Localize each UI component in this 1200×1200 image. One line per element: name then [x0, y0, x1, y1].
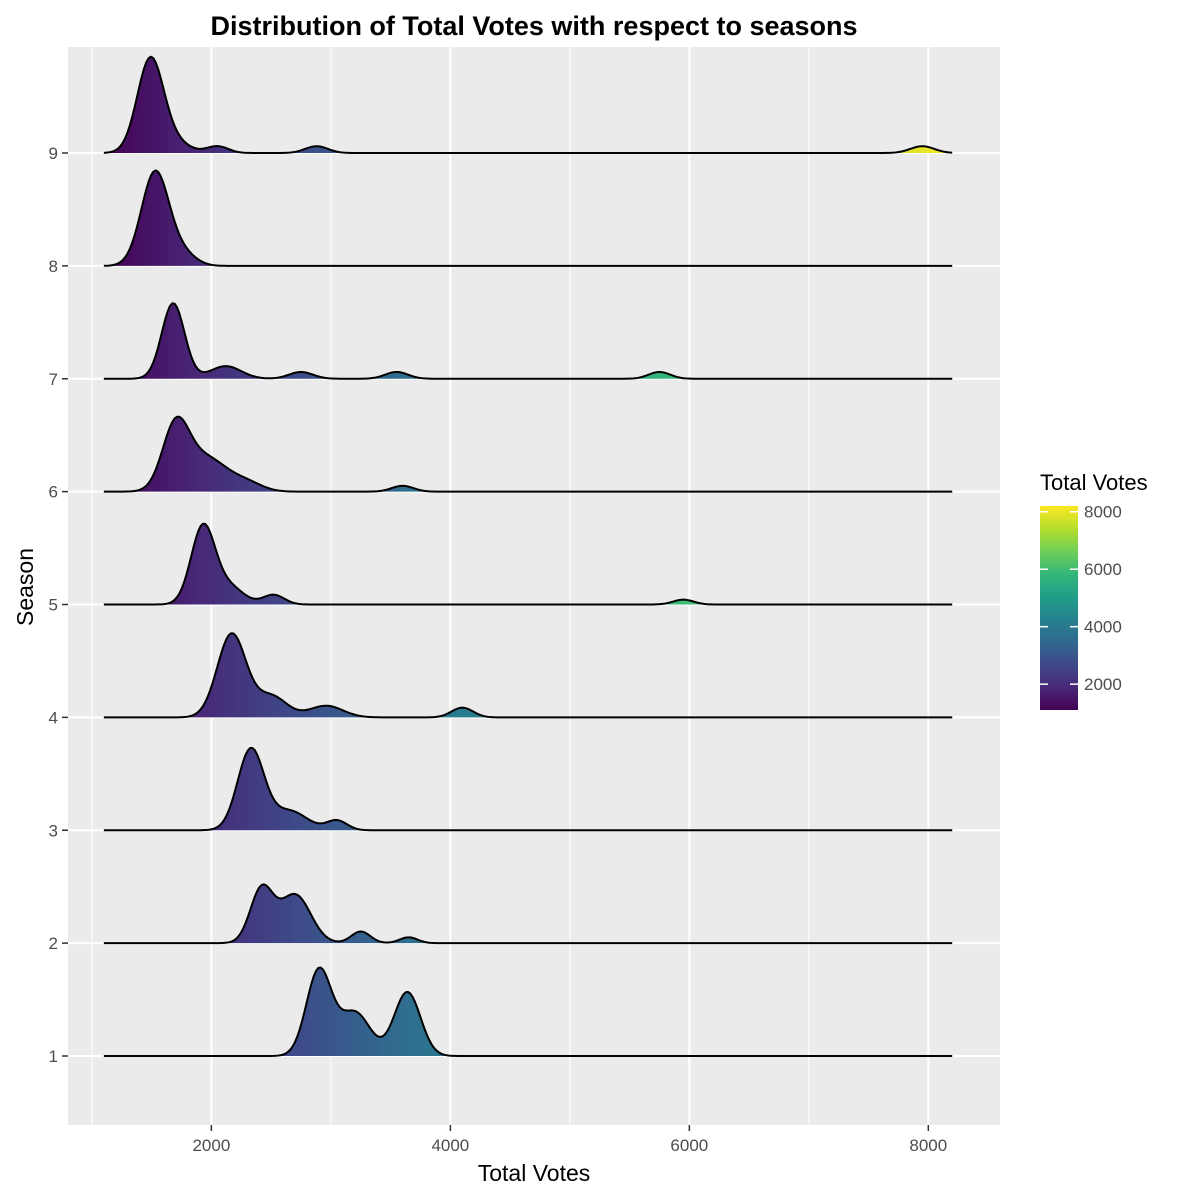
y-tick-label: 7 [49, 370, 58, 389]
y-tick-label: 2 [49, 934, 58, 953]
x-tick-label: 8000 [909, 1136, 947, 1155]
legend-tick-label: 2000 [1084, 675, 1122, 694]
density-ridges [103, 55, 953, 1057]
ridge-season-1-fill [103, 967, 953, 1056]
legend-tick-label: 6000 [1084, 560, 1122, 579]
y-tick-label: 5 [49, 596, 58, 615]
ridge-season-7-fill [103, 303, 953, 379]
x-axis-title: Total Votes [478, 1160, 591, 1186]
ridge-season-5-fill [103, 523, 953, 605]
y-tick-label: 9 [49, 144, 58, 163]
ridge-season-8-fill [103, 170, 953, 266]
ridge-season-9-line [103, 55, 953, 154]
y-axis: 1 2 3 4 5 6 7 8 9 [49, 144, 68, 1066]
x-tick-label: 6000 [670, 1136, 708, 1155]
legend-tick-label: 8000 [1084, 503, 1122, 522]
ridge-season-6-fill [103, 416, 953, 492]
x-tick-label: 4000 [431, 1136, 469, 1155]
legend-title: Total Votes [1040, 470, 1148, 495]
legend-ticks: 2000 4000 6000 8000 [1040, 503, 1122, 694]
x-axis: 2000 4000 6000 8000 [192, 1125, 947, 1155]
ridge-season-2-line [103, 883, 953, 945]
ridge-season-2-fill [103, 884, 953, 944]
ridge-season-3-line [103, 746, 953, 832]
ridge-season-8-line [103, 169, 953, 267]
y-tick-label: 1 [49, 1047, 58, 1066]
chart-title: Distribution of Total Votes with respect… [210, 11, 857, 41]
ridge-season-7-line [103, 302, 953, 380]
color-legend: Total Votes 2000 4000 6000 8000 [1040, 470, 1148, 710]
y-axis-title: Season [12, 548, 38, 626]
ridge-season-1-line [103, 966, 953, 1057]
ridge-season-4-line [103, 632, 953, 719]
legend-colorbar [1040, 506, 1078, 710]
legend-tick-label: 4000 [1084, 618, 1122, 637]
y-tick-label: 8 [49, 257, 58, 276]
ridge-season-6-line [103, 415, 953, 493]
y-tick-label: 4 [49, 708, 58, 727]
y-tick-label: 3 [49, 821, 58, 840]
ridge-season-5-line [103, 522, 953, 606]
y-tick-label: 6 [49, 483, 58, 502]
x-tick-label: 2000 [192, 1136, 230, 1155]
